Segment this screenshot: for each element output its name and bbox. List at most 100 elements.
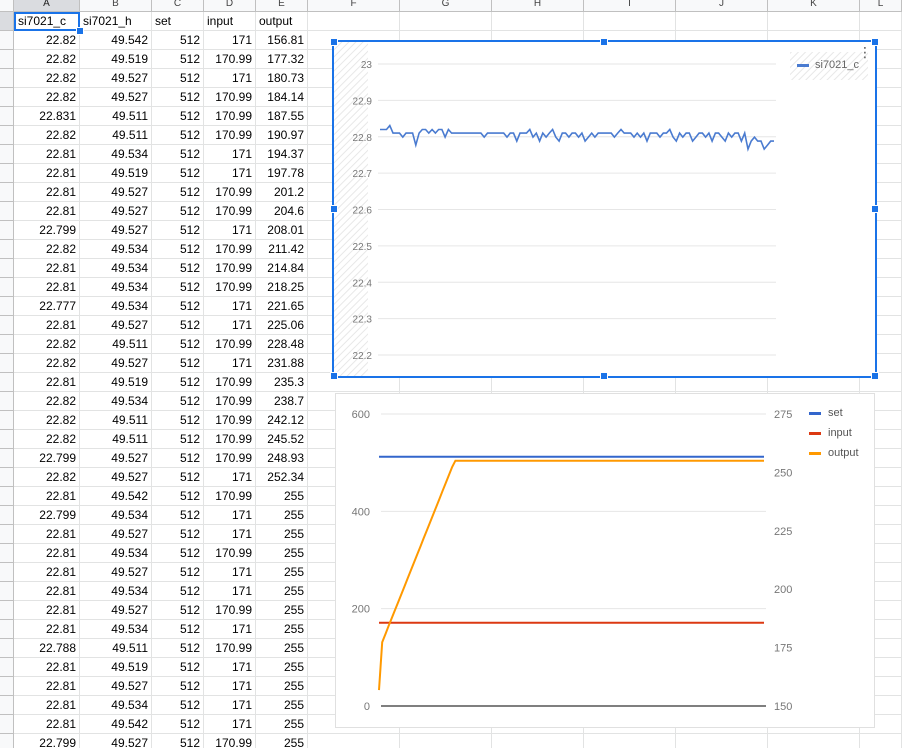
data-cell[interactable]: 512 <box>152 392 204 411</box>
data-cell[interactable]: 49.534 <box>80 620 152 639</box>
data-cell[interactable] <box>584 373 676 392</box>
data-cell[interactable]: 22.81 <box>14 563 80 582</box>
data-cell[interactable]: 512 <box>152 544 204 563</box>
header-cell[interactable]: si7021_h <box>80 12 152 31</box>
data-cell[interactable]: 187.55 <box>256 107 308 126</box>
data-cell[interactable]: 170.99 <box>204 639 256 658</box>
row-header[interactable] <box>0 259 14 278</box>
data-cell[interactable]: 49.519 <box>80 164 152 183</box>
row-header[interactable] <box>0 297 14 316</box>
data-cell[interactable]: 512 <box>152 50 204 69</box>
data-cell[interactable]: 171 <box>204 620 256 639</box>
chart-resize-handle[interactable] <box>330 205 338 213</box>
data-cell[interactable]: 22.81 <box>14 202 80 221</box>
data-cell[interactable]: 49.527 <box>80 221 152 240</box>
data-cell[interactable]: 171 <box>204 582 256 601</box>
data-cell[interactable]: 512 <box>152 240 204 259</box>
row-header[interactable] <box>0 126 14 145</box>
select-all-corner[interactable] <box>0 0 14 12</box>
data-cell[interactable]: 22.81 <box>14 677 80 696</box>
data-cell[interactable]: 49.527 <box>80 69 152 88</box>
column-header-j[interactable]: J <box>676 0 768 12</box>
data-cell[interactable]: 22.788 <box>14 639 80 658</box>
data-cell[interactable]: 49.511 <box>80 430 152 449</box>
data-cell[interactable]: 49.511 <box>80 126 152 145</box>
data-cell[interactable]: 208.01 <box>256 221 308 240</box>
row-header[interactable] <box>0 620 14 639</box>
data-cell[interactable]: 197.78 <box>256 164 308 183</box>
data-cell[interactable]: 512 <box>152 430 204 449</box>
data-cell[interactable]: 22.831 <box>14 107 80 126</box>
data-cell[interactable]: 255 <box>256 715 308 734</box>
data-cell[interactable]: 252.34 <box>256 468 308 487</box>
chart-resize-handle[interactable] <box>871 38 879 46</box>
row-header[interactable] <box>0 563 14 582</box>
data-cell[interactable]: 171 <box>204 316 256 335</box>
data-cell[interactable]: 171 <box>204 145 256 164</box>
data-cell[interactable]: 22.82 <box>14 468 80 487</box>
data-cell[interactable]: 512 <box>152 601 204 620</box>
data-cell[interactable]: 22.81 <box>14 487 80 506</box>
header-cell[interactable] <box>308 12 400 31</box>
data-cell[interactable]: 22.82 <box>14 354 80 373</box>
data-cell[interactable]: 194.37 <box>256 145 308 164</box>
data-cell[interactable]: 255 <box>256 734 308 748</box>
data-cell[interactable]: 170.99 <box>204 601 256 620</box>
data-cell[interactable]: 170.99 <box>204 240 256 259</box>
row-header[interactable] <box>0 12 14 31</box>
data-cell[interactable]: 49.527 <box>80 183 152 202</box>
data-cell[interactable]: 255 <box>256 544 308 563</box>
data-cell[interactable]: 22.81 <box>14 316 80 335</box>
data-cell[interactable]: 22.81 <box>14 259 80 278</box>
chart-resize-handle[interactable] <box>330 372 338 380</box>
selection-fill-handle[interactable] <box>76 27 84 35</box>
data-cell[interactable]: 170.99 <box>204 278 256 297</box>
data-cell[interactable]: 22.81 <box>14 715 80 734</box>
data-cell[interactable]: 49.542 <box>80 487 152 506</box>
row-header[interactable] <box>0 582 14 601</box>
row-header[interactable] <box>0 715 14 734</box>
header-cell[interactable] <box>860 12 902 31</box>
data-cell[interactable]: 156.81 <box>256 31 308 50</box>
row-header[interactable] <box>0 734 14 748</box>
data-cell[interactable]: 170.99 <box>204 392 256 411</box>
data-cell[interactable]: 512 <box>152 411 204 430</box>
data-cell[interactable]: 49.534 <box>80 506 152 525</box>
data-cell[interactable]: 512 <box>152 278 204 297</box>
data-cell[interactable]: 255 <box>256 620 308 639</box>
header-cell[interactable] <box>768 12 860 31</box>
data-cell[interactable]: 255 <box>256 525 308 544</box>
chart-resize-handle[interactable] <box>871 205 879 213</box>
data-cell[interactable]: 170.99 <box>204 411 256 430</box>
data-cell[interactable]: 171 <box>204 468 256 487</box>
data-cell[interactable]: 211.42 <box>256 240 308 259</box>
data-cell[interactable]: 255 <box>256 506 308 525</box>
row-header[interactable] <box>0 677 14 696</box>
column-header-f[interactable]: F <box>308 0 400 12</box>
data-cell[interactable]: 22.82 <box>14 88 80 107</box>
row-header[interactable] <box>0 525 14 544</box>
data-cell[interactable]: 22.82 <box>14 50 80 69</box>
row-header[interactable] <box>0 145 14 164</box>
data-cell[interactable]: 255 <box>256 487 308 506</box>
row-header[interactable] <box>0 107 14 126</box>
temperature-chart[interactable]: 23 22.9 22.8 22.7 22.6 22.5 22.4 22.3 22.2 si7021… <box>332 40 877 378</box>
data-cell[interactable] <box>676 373 768 392</box>
data-cell[interactable]: 49.519 <box>80 658 152 677</box>
data-cell[interactable]: 228.48 <box>256 335 308 354</box>
data-cell[interactable]: 512 <box>152 506 204 525</box>
data-cell[interactable]: 171 <box>204 221 256 240</box>
data-cell[interactable]: 171 <box>204 31 256 50</box>
data-cell[interactable]: 22.82 <box>14 31 80 50</box>
data-cell[interactable]: 177.32 <box>256 50 308 69</box>
data-cell[interactable]: 512 <box>152 582 204 601</box>
data-cell[interactable]: 170.99 <box>204 544 256 563</box>
data-cell[interactable]: 49.511 <box>80 335 152 354</box>
data-cell[interactable]: 49.534 <box>80 297 152 316</box>
data-cell[interactable]: 255 <box>256 582 308 601</box>
data-cell[interactable]: 171 <box>204 164 256 183</box>
row-header[interactable] <box>0 449 14 468</box>
data-cell[interactable]: 512 <box>152 677 204 696</box>
data-cell[interactable]: 171 <box>204 525 256 544</box>
data-cell[interactable] <box>676 734 768 748</box>
